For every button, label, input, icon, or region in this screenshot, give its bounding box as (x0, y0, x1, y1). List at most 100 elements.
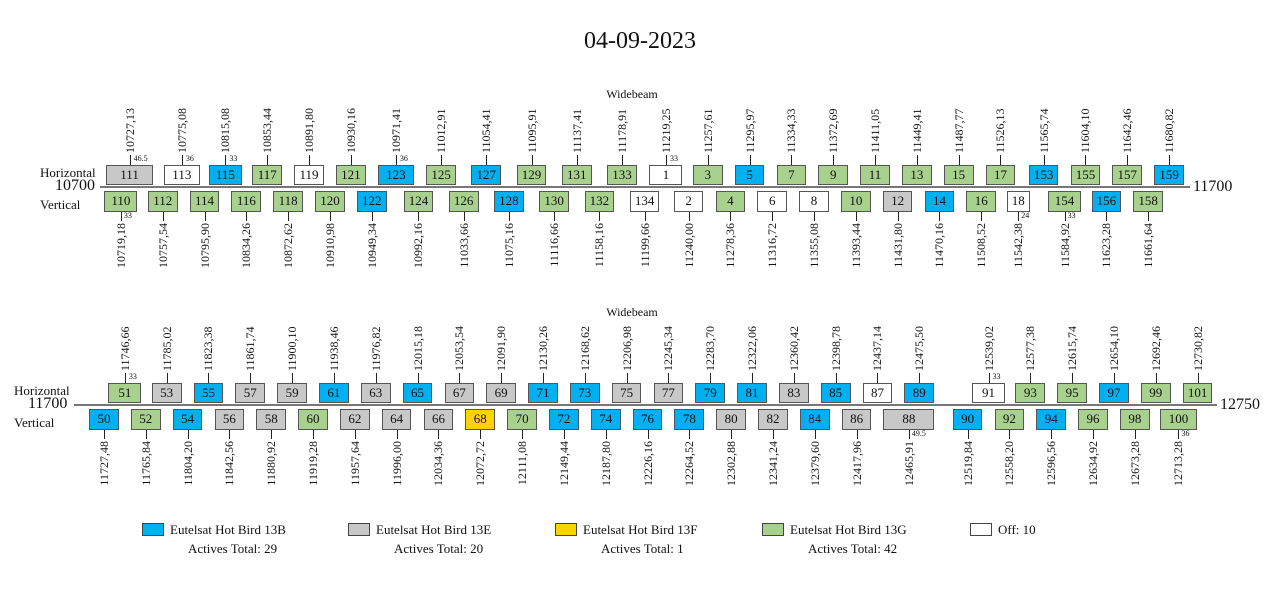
transponder-97[interactable]: 97 (1099, 383, 1129, 403)
transponder-70[interactable]: 70 (507, 409, 537, 430)
transponder-80[interactable]: 80 (716, 409, 746, 430)
transponder-18[interactable]: 18 (1006, 191, 1030, 212)
transponder-67[interactable]: 67 (444, 383, 475, 403)
transponder-55[interactable]: 55 (193, 383, 224, 403)
transponder-157[interactable]: 157 (1112, 165, 1143, 185)
transponder-120[interactable]: 120 (315, 191, 345, 212)
transponder-57[interactable]: 57 (235, 383, 266, 403)
transponder-11[interactable]: 11 (860, 165, 890, 185)
transponder-77[interactable]: 77 (653, 383, 684, 403)
transponder-62[interactable]: 62 (339, 409, 370, 430)
transponder-113[interactable]: 113 (163, 165, 200, 185)
transponder-95[interactable]: 95 (1057, 383, 1087, 403)
transponder-63[interactable]: 63 (360, 383, 391, 403)
transponder-60[interactable]: 60 (298, 409, 328, 430)
transponder-122[interactable]: 122 (356, 191, 387, 212)
transponder-16[interactable]: 16 (966, 191, 997, 212)
transponder-155[interactable]: 155 (1070, 165, 1101, 185)
transponder-129[interactable]: 129 (516, 165, 547, 185)
transponder-65[interactable]: 65 (402, 383, 433, 403)
transponder-110[interactable]: 110 (104, 191, 138, 212)
transponder-114[interactable]: 114 (189, 191, 220, 212)
transponder-66[interactable]: 66 (423, 409, 454, 430)
transponder-3[interactable]: 3 (692, 165, 723, 185)
transponder-81[interactable]: 81 (737, 383, 767, 403)
transponder-69[interactable]: 69 (486, 383, 516, 403)
transponder-101[interactable]: 101 (1182, 383, 1213, 403)
transponder-5[interactable]: 5 (734, 165, 765, 185)
transponder-56[interactable]: 56 (214, 409, 245, 430)
transponder-73[interactable]: 73 (569, 383, 600, 403)
transponder-76[interactable]: 76 (632, 409, 663, 430)
transponder-71[interactable]: 71 (528, 383, 558, 403)
transponder-98[interactable]: 98 (1120, 409, 1150, 430)
transponder-9[interactable]: 9 (818, 165, 849, 185)
transponder-13[interactable]: 13 (902, 165, 932, 185)
transponder-85[interactable]: 85 (820, 383, 851, 403)
transponder-72[interactable]: 72 (549, 409, 579, 430)
transponder-4[interactable]: 4 (715, 191, 746, 212)
transponder-126[interactable]: 126 (448, 191, 479, 212)
transponder-2[interactable]: 2 (673, 191, 704, 212)
transponder-92[interactable]: 92 (994, 409, 1025, 430)
transponder-93[interactable]: 93 (1015, 383, 1046, 403)
transponder-6[interactable]: 6 (757, 191, 788, 212)
transponder-61[interactable]: 61 (319, 383, 349, 403)
transponder-78[interactable]: 78 (674, 409, 705, 430)
transponder-99[interactable]: 99 (1140, 383, 1171, 403)
transponder-58[interactable]: 58 (256, 409, 287, 430)
transponder-82[interactable]: 82 (758, 409, 788, 430)
transponder-131[interactable]: 131 (561, 165, 592, 185)
transponder-7[interactable]: 7 (776, 165, 807, 185)
transponder-94[interactable]: 94 (1036, 409, 1067, 430)
transponder-12[interactable]: 12 (882, 191, 913, 212)
transponder-153[interactable]: 153 (1028, 165, 1059, 185)
transponder-89[interactable]: 89 (904, 383, 935, 403)
transponder-64[interactable]: 64 (381, 409, 412, 430)
transponder-112[interactable]: 112 (147, 191, 178, 212)
transponder-74[interactable]: 74 (590, 409, 621, 430)
transponder-133[interactable]: 133 (607, 165, 637, 185)
transponder-156[interactable]: 156 (1091, 191, 1122, 212)
transponder-125[interactable]: 125 (426, 165, 456, 185)
transponder-116[interactable]: 116 (231, 191, 262, 212)
transponder-15[interactable]: 15 (943, 165, 974, 185)
transponder-90[interactable]: 90 (952, 409, 983, 430)
transponder-79[interactable]: 79 (695, 383, 726, 403)
transponder-53[interactable]: 53 (151, 383, 182, 403)
transponder-87[interactable]: 87 (862, 383, 893, 403)
transponder-54[interactable]: 54 (172, 409, 203, 430)
transponder-51[interactable]: 51 (108, 383, 142, 403)
transponder-14[interactable]: 14 (924, 191, 955, 212)
transponder-154[interactable]: 154 (1048, 191, 1082, 212)
transponder-118[interactable]: 118 (273, 191, 303, 212)
transponder-121[interactable]: 121 (336, 165, 366, 185)
transponder-100[interactable]: 100 (1160, 409, 1197, 430)
transponder-50[interactable]: 50 (89, 409, 119, 430)
transponder-124[interactable]: 124 (403, 191, 434, 212)
transponder-17[interactable]: 17 (985, 165, 1016, 185)
transponder-134[interactable]: 134 (629, 191, 660, 212)
transponder-59[interactable]: 59 (277, 383, 307, 403)
transponder-88[interactable]: 88 (883, 409, 935, 430)
transponder-8[interactable]: 8 (799, 191, 829, 212)
transponder-159[interactable]: 159 (1154, 165, 1184, 185)
transponder-130[interactable]: 130 (539, 191, 569, 212)
transponder-84[interactable]: 84 (799, 409, 830, 430)
transponder-75[interactable]: 75 (611, 383, 642, 403)
transponder-96[interactable]: 96 (1078, 409, 1108, 430)
transponder-10[interactable]: 10 (840, 191, 871, 212)
transponder-111[interactable]: 111 (105, 165, 154, 185)
transponder-158[interactable]: 158 (1133, 191, 1164, 212)
transponder-119[interactable]: 119 (294, 165, 324, 185)
transponder-115[interactable]: 115 (208, 165, 242, 185)
transponder-91[interactable]: 91 (972, 383, 1005, 403)
transponder-1[interactable]: 1 (649, 165, 683, 185)
transponder-132[interactable]: 132 (584, 191, 615, 212)
transponder-127[interactable]: 127 (471, 165, 502, 185)
transponder-83[interactable]: 83 (779, 383, 809, 403)
transponder-68[interactable]: 68 (465, 409, 496, 430)
transponder-117[interactable]: 117 (252, 165, 283, 185)
transponder-123[interactable]: 123 (377, 165, 414, 185)
transponder-86[interactable]: 86 (841, 409, 872, 430)
